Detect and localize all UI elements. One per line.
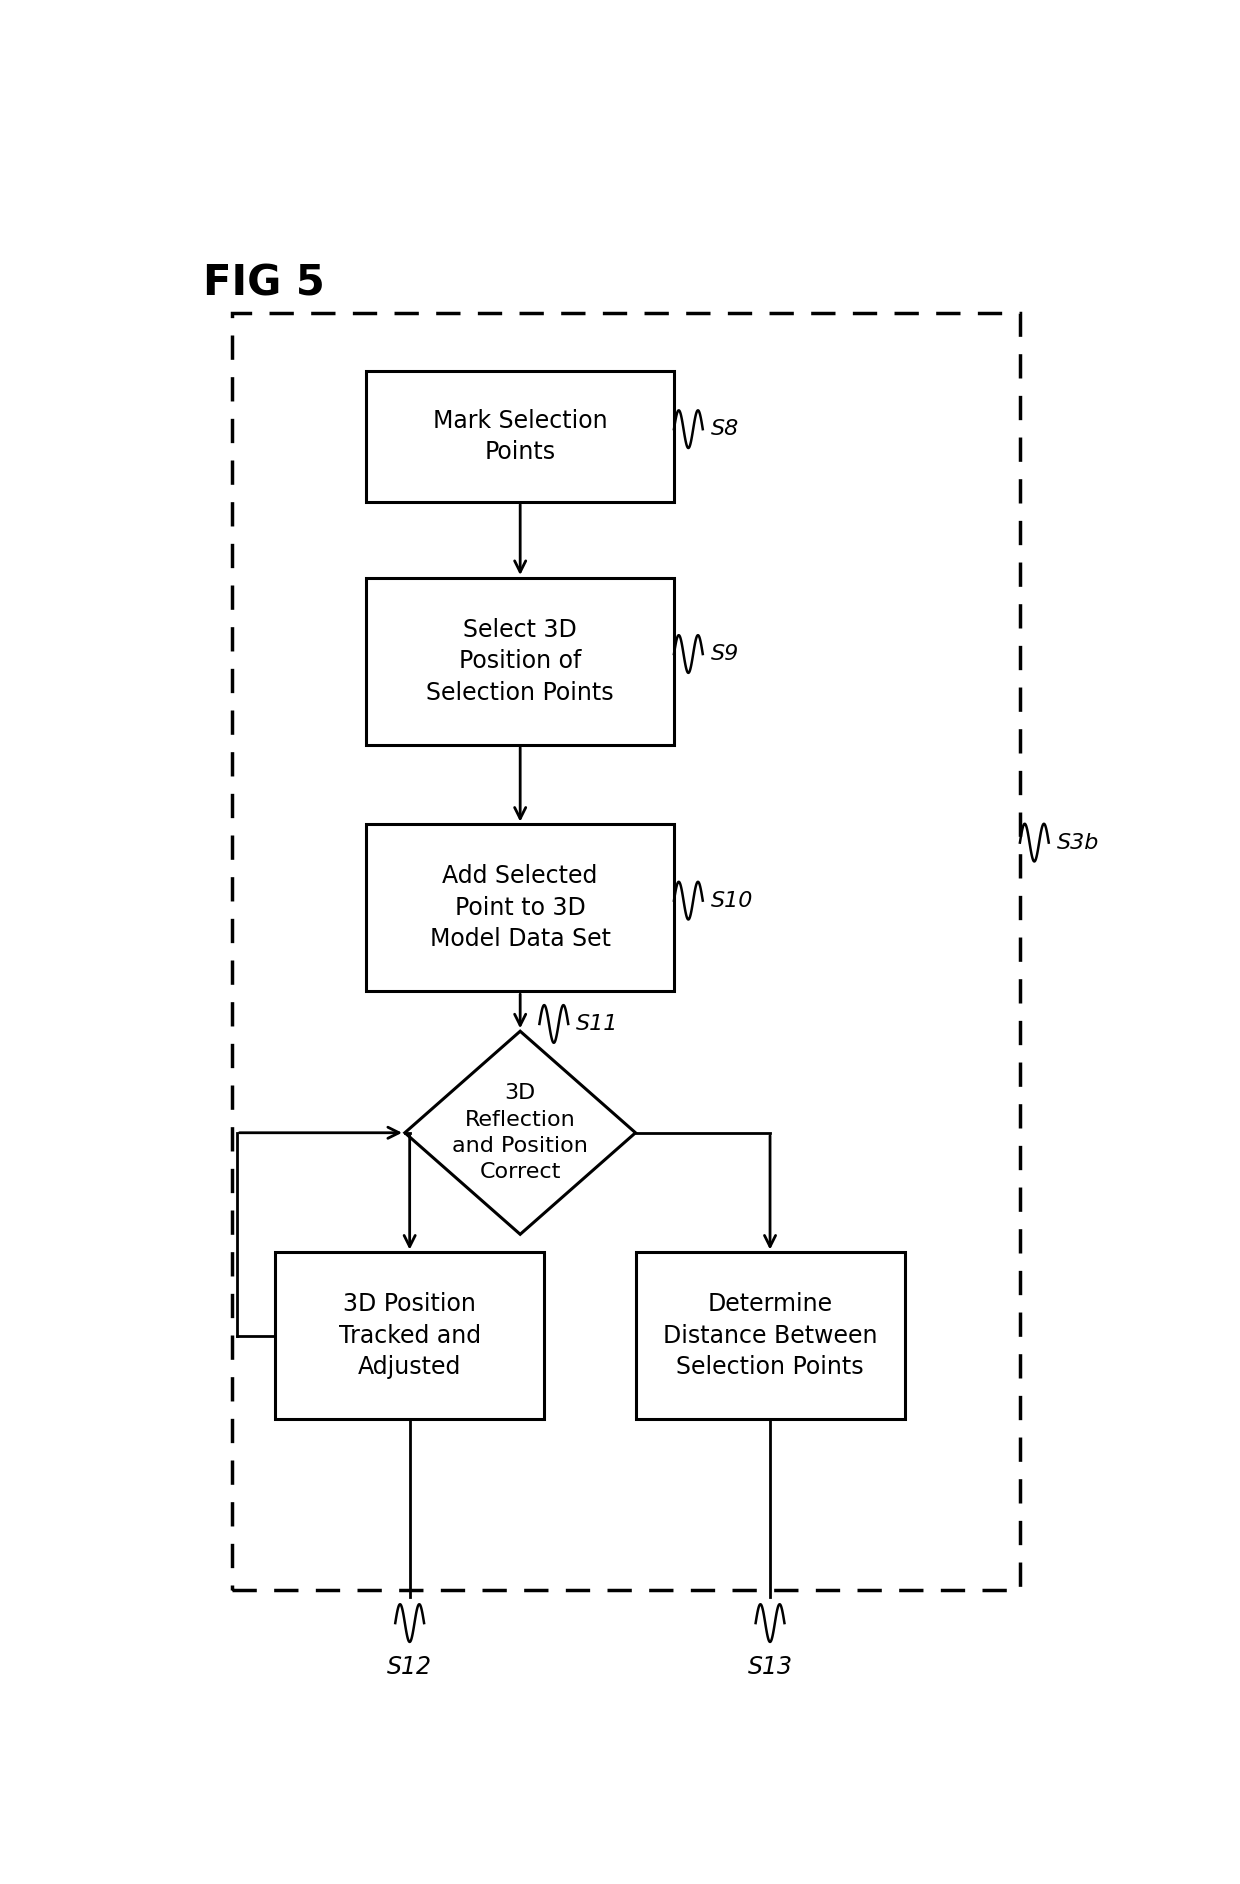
Text: Add Selected
Point to 3D
Model Data Set: Add Selected Point to 3D Model Data Set — [430, 865, 610, 951]
Text: S8: S8 — [711, 418, 739, 439]
FancyBboxPatch shape — [275, 1253, 544, 1419]
Text: S13: S13 — [748, 1654, 792, 1679]
Text: S12: S12 — [387, 1654, 433, 1679]
Text: 3D Position
Tracked and
Adjusted: 3D Position Tracked and Adjusted — [339, 1292, 481, 1379]
FancyBboxPatch shape — [367, 371, 675, 501]
FancyBboxPatch shape — [367, 825, 675, 991]
Text: 3D
Reflection
and Position
Correct: 3D Reflection and Position Correct — [453, 1083, 588, 1183]
Text: Determine
Distance Between
Selection Points: Determine Distance Between Selection Poi… — [663, 1292, 877, 1379]
Text: S10: S10 — [711, 891, 753, 910]
FancyBboxPatch shape — [367, 578, 675, 744]
Text: Mark Selection
Points: Mark Selection Points — [433, 409, 608, 463]
Text: S3b: S3b — [1056, 833, 1099, 853]
Text: Select 3D
Position of
Selection Points: Select 3D Position of Selection Points — [427, 618, 614, 705]
Text: S9: S9 — [711, 644, 739, 663]
FancyBboxPatch shape — [635, 1253, 905, 1419]
Polygon shape — [404, 1031, 635, 1234]
Text: S11: S11 — [575, 1014, 619, 1034]
Text: FIG 5: FIG 5 — [203, 262, 325, 305]
Bar — [232, 313, 1021, 1590]
